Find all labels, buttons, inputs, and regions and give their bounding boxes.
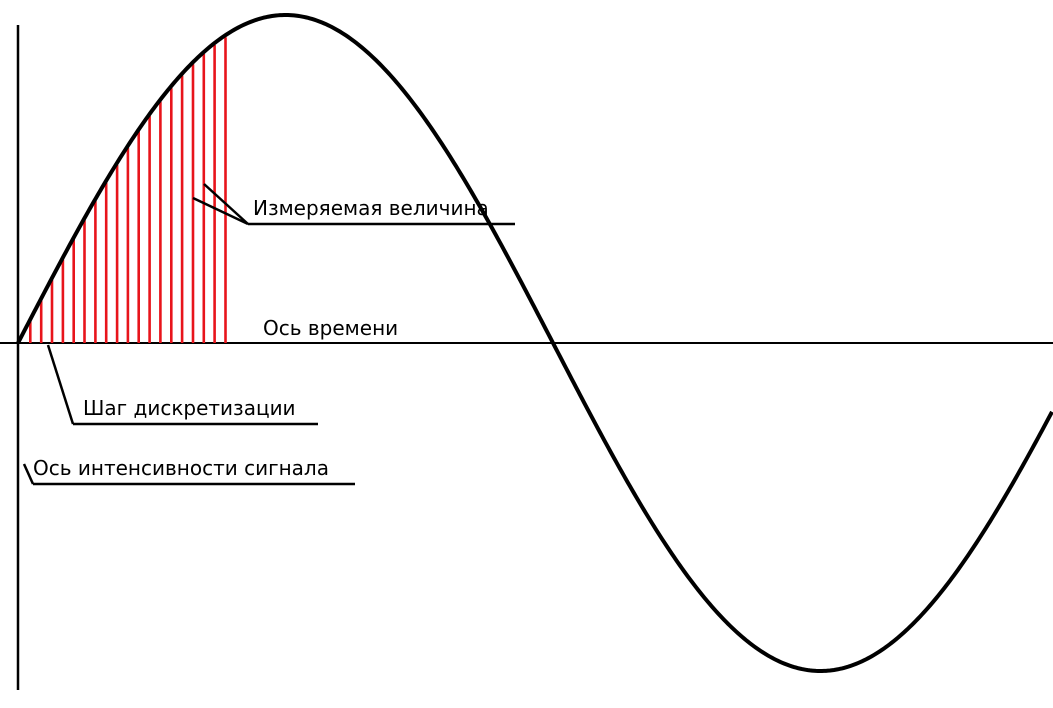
measured-value-label: Измеряемая величина — [253, 196, 489, 220]
time-axis-label: Ось времени — [263, 316, 398, 340]
sine-curve — [16, 13, 1053, 673]
sample-lines — [28, 37, 227, 343]
measured-value-leader — [192, 183, 515, 226]
signal-axis-label: Ось интенсивности сигнала — [33, 456, 329, 480]
sampling-step-label: Шаг дискретизации — [83, 396, 296, 420]
sampling-step-leader — [46, 344, 318, 426]
signal-axis-leader — [22, 463, 355, 486]
